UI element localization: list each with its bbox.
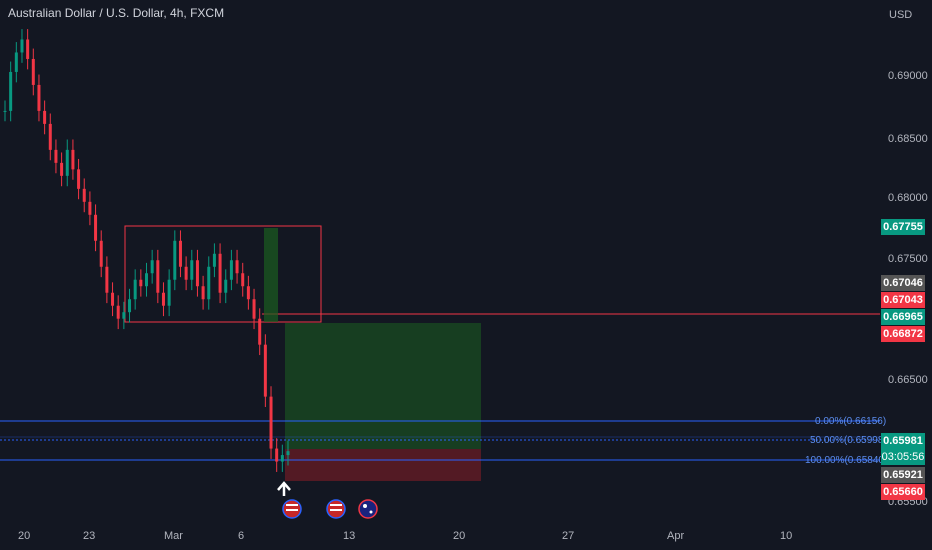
time-tick: 20 (453, 530, 465, 542)
candle-body (37, 84, 41, 111)
currency-label: USD (889, 9, 912, 21)
candle-body (111, 292, 115, 306)
candle-body (212, 253, 216, 267)
candle-body (133, 279, 137, 300)
candle-body (116, 305, 120, 319)
fib-label-100: 100.00%(0.65840) (805, 455, 887, 466)
profit-zone[interactable] (285, 323, 481, 449)
price-label-3: 0.66965 (881, 309, 925, 325)
up-arrow-icon (277, 481, 291, 496)
candle-body (207, 266, 211, 300)
price-label-8: 0.65660 (881, 484, 925, 500)
candle-body (105, 266, 109, 293)
candle-body (31, 58, 35, 85)
candle-body (246, 286, 250, 300)
candle-body (48, 123, 52, 150)
time-tick: 13 (343, 530, 355, 542)
price-tick: 0.66500 (888, 374, 928, 386)
candle-body (263, 344, 267, 397)
candle-body (60, 162, 64, 176)
candle-body (235, 260, 239, 274)
candle-body (184, 266, 188, 280)
countdown-label: 03:05:56 (881, 449, 925, 465)
candle-body (173, 240, 177, 280)
price-label-5: 0.65981 (881, 433, 925, 449)
price-label-2: 0.67043 (881, 292, 925, 308)
time-tick: 20 (18, 530, 30, 542)
price-tick: 0.68500 (888, 133, 928, 145)
candle-body (20, 39, 24, 53)
candle-body (229, 260, 233, 280)
candle-body (43, 110, 47, 124)
price-label-7: 0.65921 (881, 467, 925, 483)
candle-body (156, 260, 160, 293)
candle-body (128, 299, 132, 313)
candle-body (71, 149, 75, 170)
au-flag-icon[interactable] (358, 499, 378, 519)
candle-body (286, 451, 290, 456)
price-label-4: 0.66872 (881, 326, 925, 342)
candle-body (122, 312, 126, 319)
fib-label-0: 0.00%(0.66156) (815, 416, 886, 427)
candle-body (195, 260, 199, 287)
candle-body (224, 279, 228, 293)
time-tick: 6 (238, 530, 244, 542)
candle-body (280, 455, 284, 462)
candle-body (9, 71, 13, 111)
candle-body (161, 292, 165, 306)
price-label-1: 0.67046 (881, 275, 925, 291)
candle-body (150, 260, 154, 274)
time-tick: Apr (667, 530, 684, 542)
loss-zone[interactable] (285, 449, 481, 481)
price-tick: 0.68000 (888, 192, 928, 204)
chart-title: Australian Dollar / U.S. Dollar, 4h, FXC… (8, 6, 225, 20)
candle-body (145, 273, 148, 287)
candle-body (241, 273, 245, 287)
range-box[interactable] (124, 225, 322, 323)
candle-body (14, 52, 18, 72)
us-flag-icon[interactable] (282, 499, 302, 519)
candle-body (77, 169, 81, 189)
candle-body (252, 299, 256, 319)
candle-body (269, 396, 273, 449)
candle-body (178, 240, 182, 267)
us-flag-icon[interactable] (326, 499, 346, 519)
price-tick: 0.69000 (888, 70, 928, 82)
candle-body (139, 279, 143, 287)
candle-body (258, 318, 262, 345)
candle-body (167, 279, 171, 306)
candle-body (54, 149, 58, 163)
candle-body (3, 110, 7, 112)
candle-body (94, 214, 98, 241)
candle-body (65, 149, 69, 176)
time-tick: Mar (164, 530, 183, 542)
candle-body (26, 39, 30, 59)
candle-body (275, 448, 279, 462)
candle-body (88, 201, 92, 215)
candle-body (82, 188, 86, 202)
time-tick: 23 (83, 530, 95, 542)
candle-body (99, 240, 103, 267)
candle-body (190, 260, 194, 280)
candle-body (218, 253, 222, 293)
candle-body (201, 286, 205, 300)
candles-group (3, 29, 290, 472)
time-tick: 27 (562, 530, 574, 542)
highlight-bar (264, 228, 278, 322)
price-label-0: 0.67755 (881, 219, 925, 235)
price-tick: 0.67500 (888, 253, 928, 265)
fib-label-50: 50.00%(0.65998) (810, 435, 887, 446)
time-tick: 10 (780, 530, 792, 542)
